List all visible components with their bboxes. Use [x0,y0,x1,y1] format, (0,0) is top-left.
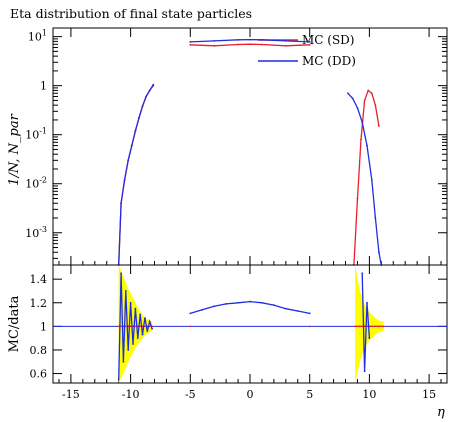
main-series-line [118,84,154,266]
ratio-y-tick-label: 0.6 [30,368,48,381]
main-y-tick-label: 1 [40,80,47,93]
main-series-sd [117,43,380,266]
ratio-series-line [118,273,153,380]
ratio-panel: -15 -10 -5 0 5 10 15 0.6 0.8 1 1.2 1.4 [30,264,448,401]
x-tick-label: -10 [122,388,140,401]
x-tick-label: -5 [185,388,196,401]
ratio-data-point [308,325,311,328]
ratio-data-point [189,325,192,328]
ratio-y-axis-label: MC/data [7,295,22,352]
main-y-tick-label: 101 [28,29,47,44]
ratio-y-tick-label: 1.2 [30,297,48,310]
ratio-series-line [190,300,310,315]
main-series-line [190,43,310,47]
ratio-series-dd [117,272,371,381]
main-y-tick-label: 10-3 [25,225,47,240]
legend-label-dd: MC (DD) [302,54,356,68]
ratio-series-line [361,273,371,372]
x-tick-label: 10 [362,388,376,401]
main-frame [52,27,448,266]
x-axis-label: η [437,405,445,420]
main-series-line [118,85,154,266]
chart-title: Eta distribution of final state particle… [10,6,252,21]
main-y-tick-label: 10-1 [25,127,47,142]
ratio-frame [52,264,448,384]
ratio-y-tick-label: 0.8 [30,344,48,357]
main-y-axis-label: 1/N, N_par [7,113,22,185]
ratio-y-tick-label: 1.4 [30,273,48,286]
legend: MC (SD) MC (DD) [258,33,356,68]
main-panel: 10-3 10-2 10-1 1 101 [25,27,448,266]
main-series-dd [117,38,383,266]
legend-label-sd: MC (SD) [302,33,355,47]
ratio-y-tick-label: 1 [40,320,47,333]
main-y-tick-label: 10-2 [25,176,47,191]
x-tick-label: 5 [306,388,313,401]
x-tick-label: -15 [62,388,80,401]
uncertainty-band [118,265,153,383]
main-series-line [190,38,310,43]
uncertainty-band [355,265,384,383]
x-tick-label: 0 [247,388,254,401]
main-series-line [347,92,382,266]
main-series-line [353,89,380,266]
x-tick-label: 15 [422,388,436,401]
